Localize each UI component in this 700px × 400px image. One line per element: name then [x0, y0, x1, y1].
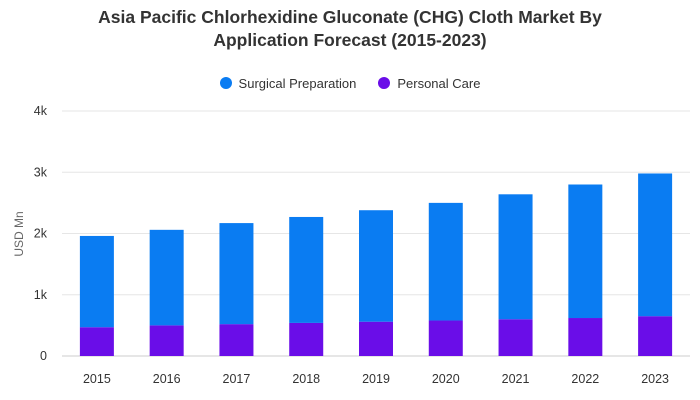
- x-tick-label: 2019: [362, 372, 390, 386]
- bars: [79, 173, 673, 356]
- x-axis: 2015 2016 2017 2018 2019 2020 2021 2022 2023: [83, 372, 669, 386]
- chart-title-line-2: Application Forecast (2015-2023): [213, 30, 487, 50]
- bar-surgical-preparation-2023[interactable]: [638, 173, 673, 317]
- chart-title-line-1: Asia Pacific Chlorhexidine Gluconate (CH…: [98, 7, 602, 27]
- y-tick-label: 2k: [34, 227, 48, 241]
- bar-personal-care-2021[interactable]: [498, 319, 533, 356]
- bar-personal-care-2018[interactable]: [289, 322, 324, 356]
- legend-label-personal-care: Personal Care: [397, 75, 481, 91]
- bar-surgical-preparation-2016[interactable]: [149, 229, 184, 326]
- y-tick-label: 4k: [34, 104, 48, 118]
- bar-surgical-preparation-2022[interactable]: [568, 184, 603, 319]
- bar-personal-care-2023[interactable]: [638, 316, 673, 356]
- legend-label-surgical-preparation: Surgical Preparation: [238, 75, 357, 91]
- bar-surgical-preparation-2021[interactable]: [498, 194, 533, 320]
- x-tick-label: 2023: [641, 372, 669, 386]
- bar-personal-care-2016[interactable]: [149, 325, 184, 356]
- x-tick-label: 2018: [292, 372, 320, 386]
- chart-title: Asia Pacific Chlorhexidine Gluconate (CH…: [0, 6, 700, 52]
- legend-item-personal-care[interactable]: Personal Care: [378, 76, 480, 91]
- x-tick-label: 2022: [571, 372, 599, 386]
- bar-surgical-preparation-2020[interactable]: [428, 202, 463, 321]
- x-tick-label: 2016: [153, 372, 181, 386]
- y-tick-label: 0: [40, 349, 47, 363]
- legend-marker-surgical-preparation: [219, 77, 232, 89]
- y-tick-label: 3k: [34, 165, 48, 179]
- bar-surgical-preparation-2018[interactable]: [289, 216, 324, 323]
- bar-personal-care-2020[interactable]: [428, 320, 463, 356]
- y-tick-label: 1k: [34, 288, 48, 302]
- legend-item-surgical-preparation[interactable]: Surgical Preparation: [219, 75, 357, 91]
- bar-surgical-preparation-2017[interactable]: [219, 223, 254, 325]
- x-tick-label: 2017: [223, 372, 251, 386]
- y-axis: 0 1k 2k 3k 4k: [34, 104, 48, 363]
- bar-personal-care-2017[interactable]: [219, 324, 254, 356]
- bar-personal-care-2019[interactable]: [359, 321, 393, 356]
- bar-surgical-preparation-2015[interactable]: [79, 235, 114, 328]
- legend-marker-personal-care: [378, 77, 391, 89]
- y-axis-title: USD Mn: [12, 211, 26, 256]
- bar-personal-care-2022[interactable]: [568, 318, 603, 356]
- chart-legend: Surgical Preparation Personal Care: [0, 74, 700, 92]
- bar-surgical-preparation-2019[interactable]: [359, 210, 393, 322]
- bar-personal-care-2015[interactable]: [79, 327, 114, 356]
- x-tick-label: 2021: [502, 372, 530, 386]
- x-tick-label: 2015: [83, 372, 111, 386]
- x-tick-label: 2020: [432, 372, 460, 386]
